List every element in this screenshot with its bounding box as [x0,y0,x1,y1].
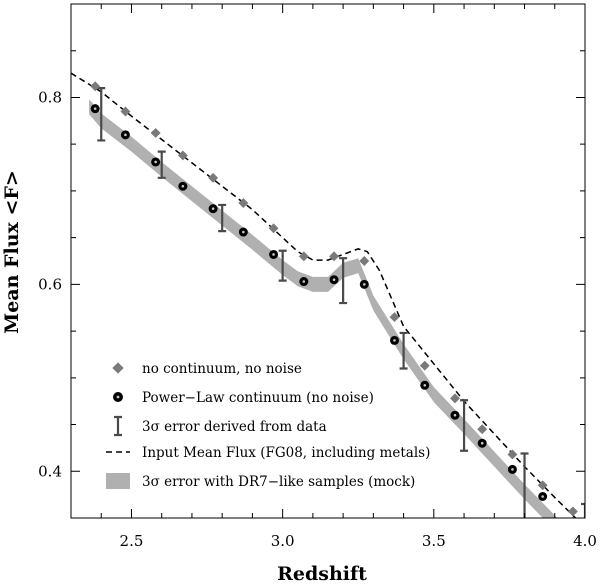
error-bar [520,452,529,518]
axis-ticks [70,3,586,519]
error-bar [460,399,469,452]
circle-point-core [332,278,336,281]
circle-point-core [393,339,396,342]
legend-item-no-continuum: no continuum, no noise [112,361,302,377]
circle-point-core [541,495,544,498]
no-continuum-points [90,81,578,517]
diamond-point [238,198,249,209]
circle-point-core [272,253,275,256]
circle-point-core [480,441,484,445]
diamond-point [268,223,279,234]
error-bar [581,502,585,518]
circle-point-core [423,383,427,387]
circle-point-core [242,230,245,234]
error-bar [278,249,287,282]
diamond-point [477,424,488,435]
tick-labels: 2.5 3.0 3.5 4.0 0.4 0.6 0.8 [38,88,597,550]
error-bar [157,150,166,179]
power-law-points [90,104,576,523]
diamond-point [537,480,548,491]
diamond-point [298,251,309,262]
circle-point-core [154,160,157,164]
circle-point-core [362,283,366,286]
error-bar [399,331,408,370]
circle-point-core [302,280,306,283]
mock-error-band [89,99,558,518]
circle-point-core [511,468,514,471]
circle-point-core [124,133,127,137]
x-tick-label: 3.5 [422,532,446,550]
plot-frame [70,3,586,519]
circle-point-core [211,207,215,210]
y-axis-label: Mean Flux <F> [1,170,23,334]
legend-marker-diamond [112,362,124,374]
diamond-point [389,312,400,323]
legend-label-no-continuum: no continuum, no noise [142,361,302,377]
legend-item-power-law: Power−Law continuum (no noise) [113,390,374,406]
diamond-point [567,506,578,517]
circle-point-core [181,184,185,188]
y-tick-label: 0.6 [38,275,62,293]
error-bar [339,257,348,305]
diamond-point [150,128,161,138]
error-bar [218,203,227,233]
diamond-point [419,360,430,371]
diamond-point [450,393,460,404]
y-tick-label: 0.4 [38,462,62,480]
diamond-point [359,256,370,266]
diamond-point [90,81,101,92]
x-tick-label: 3.0 [271,532,295,550]
x-tick-label: 2.5 [120,532,144,550]
circle-point-core [93,107,97,110]
legend: no continuum, no noise Power−Law continu… [106,361,430,490]
diamond-point [329,251,339,262]
legend-label-power-law: Power−Law continuum (no noise) [142,390,374,406]
legend-item-input-flux: Input Mean Flux (FG08, including metals) [106,445,430,461]
legend-label-input-flux: Input Mean Flux (FG08, including metals) [142,445,430,461]
diamond-point [177,150,188,161]
data-error-bars [97,87,585,518]
error-bar [97,87,106,142]
diamond-point [208,172,219,183]
y-tick-label: 0.8 [38,88,62,106]
legend-item-mock-band: 3σ error with DR7−like samples (mock) [106,473,415,490]
legend-label-mock-band: 3σ error with DR7−like samples (mock) [142,474,415,490]
circle-point [570,517,576,518]
x-tick-label: 4.0 [573,532,597,550]
diamond-point [507,449,518,460]
x-axis-label: Redshift [277,563,367,585]
legend-marker-circle-core [116,395,120,399]
legend-marker-errorbar [114,415,122,437]
legend-item-error-bar: 3σ error derived from data [114,415,327,437]
circle-point-core [572,520,575,523]
circle-point-core [453,413,457,417]
legend-marker-band [106,473,130,489]
legend-label-error-bar: 3σ error derived from data [142,419,327,435]
band-area [89,99,558,518]
